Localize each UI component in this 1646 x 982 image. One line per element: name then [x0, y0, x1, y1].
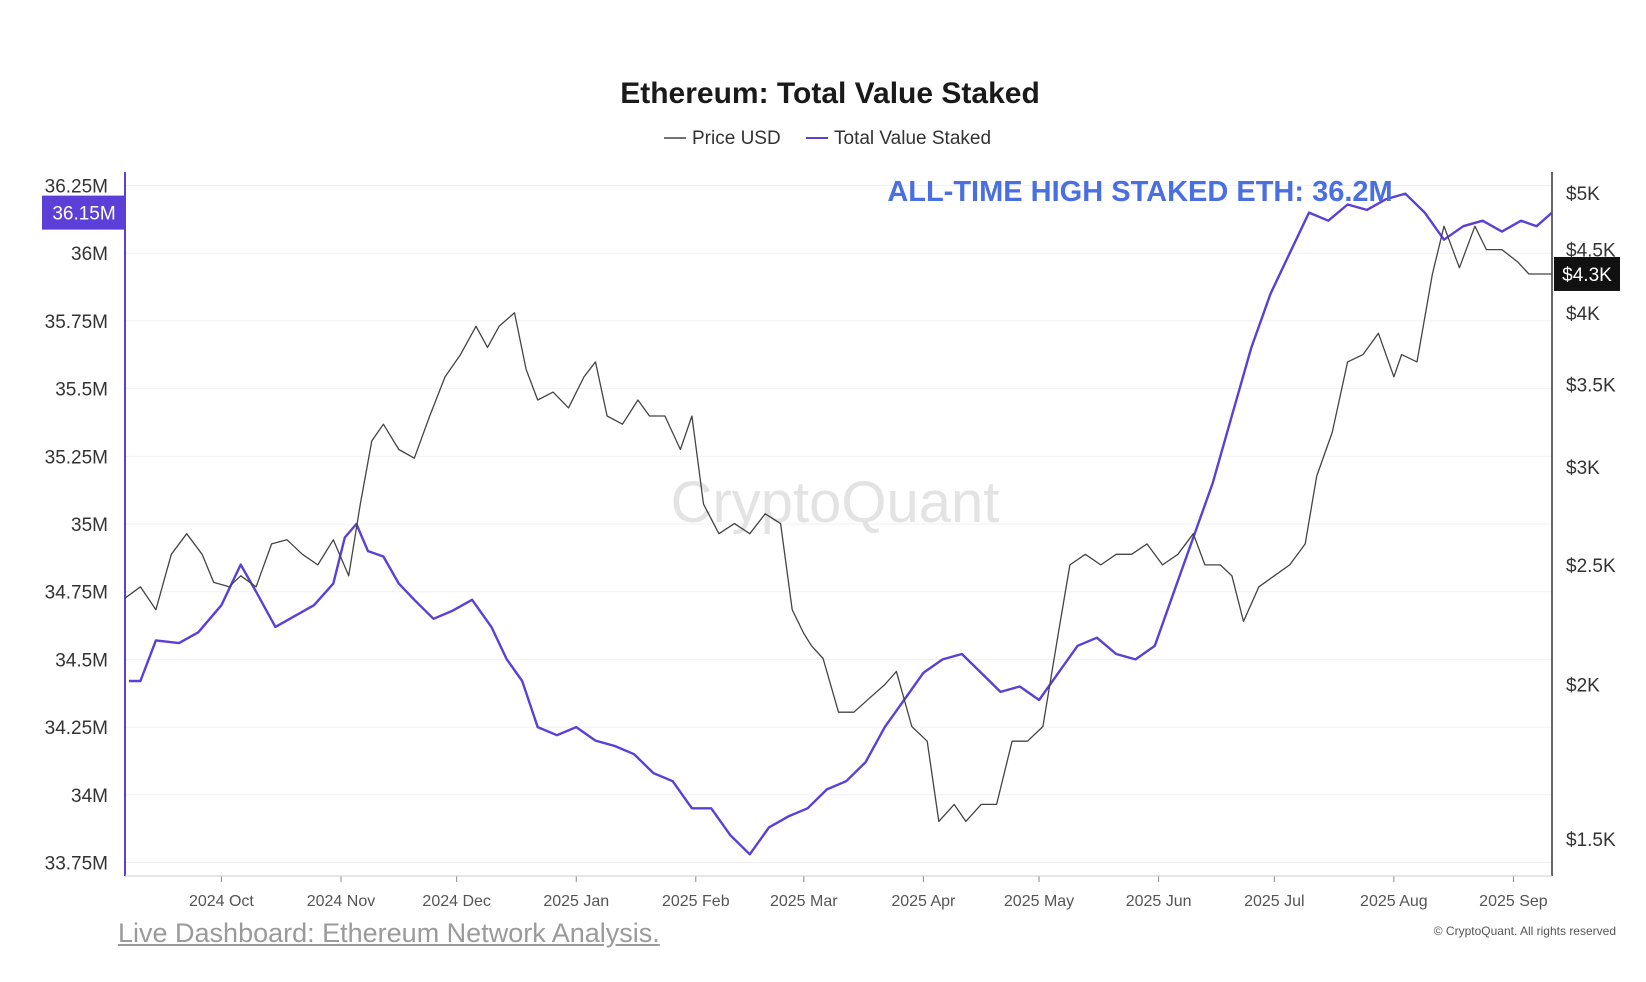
- x-tick-label: 2025 Mar: [770, 893, 838, 910]
- ath-annotation: ALL-TIME HIGH STAKED ETH: 36.2M: [887, 176, 1392, 208]
- right-tick-label: $3.5K: [1566, 375, 1616, 396]
- left-tick-label: 34.25M: [45, 718, 108, 739]
- right-tick-label: $3K: [1566, 458, 1600, 479]
- left-tick-label: 34.75M: [45, 583, 108, 604]
- series: [124, 192, 1553, 856]
- x-tick-label: 2024 Dec: [422, 893, 491, 910]
- right-tick-label: $4K: [1566, 304, 1600, 325]
- x-tick-label: 2025 May: [1004, 893, 1074, 910]
- x-tick-label: 2024 Nov: [307, 893, 376, 910]
- x-tick-label: 2025 Jan: [543, 893, 609, 910]
- left-tick-label: 33.75M: [45, 853, 108, 874]
- right-tick-label: $4.5K: [1566, 241, 1616, 262]
- left-current-label: 36.15M: [52, 204, 115, 225]
- legend-price-label: Price USD: [692, 128, 781, 149]
- right-current-label: $4.3K: [1562, 265, 1612, 286]
- left-tick-label: 35.5M: [55, 380, 108, 401]
- series-price-usd: [124, 225, 1552, 823]
- x-tick-label: 2025 Aug: [1360, 893, 1428, 910]
- left-tick-label: 35M: [71, 515, 108, 536]
- left-tick-label: 34M: [71, 786, 108, 807]
- chart-title: Ethereum: Total Value Staked: [620, 77, 1040, 110]
- series-total-value-staked: [128, 192, 1553, 856]
- right-current-badge: [1554, 256, 1620, 291]
- left-tick-label: 36M: [71, 244, 108, 265]
- current-value-badges: 36.15M $4.3K: [42, 195, 1620, 291]
- right-tick-label: $1.5K: [1566, 830, 1616, 851]
- x-tick-label: 2024 Oct: [189, 893, 254, 910]
- x-tick-label: 2025 Apr: [891, 893, 956, 910]
- copyright: © CryptoQuant. All rights reserved: [1434, 924, 1616, 938]
- gridlines: [125, 185, 1552, 863]
- x-tick-label: 2025 Jul: [1244, 893, 1305, 910]
- left-tick-label: 34.5M: [55, 650, 108, 671]
- left-tick-label: 35.75M: [45, 312, 108, 333]
- legend: Price USD Total Value Staked: [664, 128, 991, 149]
- left-tick-label: 35.25M: [45, 447, 108, 468]
- dashboard-link[interactable]: Live Dashboard: Ethereum Network Analysi…: [118, 918, 660, 948]
- axes: 33.75M 34M 34.25M 34.5M 34.75M 35M 35.25M 35.5M…: [45, 172, 1616, 910]
- left-tick-label: 36.25M: [45, 177, 108, 198]
- right-tick-label: $5K: [1566, 184, 1600, 205]
- watermark: CryptoQuant: [671, 470, 1000, 535]
- right-tick-label: $2.5K: [1566, 556, 1616, 577]
- legend-staked-label: Total Value Staked: [834, 128, 991, 149]
- right-tick-label: $2K: [1566, 676, 1600, 697]
- x-tick-label: 2025 Feb: [662, 893, 730, 910]
- left-current-badge: [42, 195, 125, 230]
- x-tick-label: 2025 Sep: [1479, 893, 1548, 910]
- x-tick-label: 2025 Jun: [1126, 893, 1192, 910]
